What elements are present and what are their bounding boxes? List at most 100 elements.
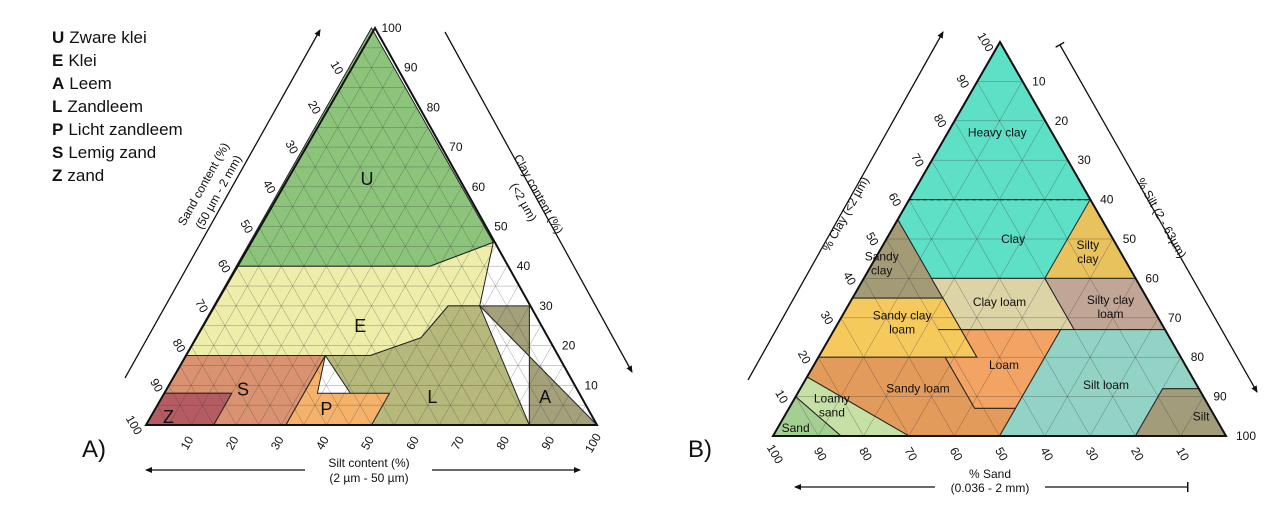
label-silty-clay-loam-line2: loam — [1097, 307, 1123, 321]
silt-tick-label-b: 90 — [1213, 390, 1227, 404]
sand-tick-label-b: 90 — [811, 445, 830, 464]
legend-label: Zandleem — [67, 97, 143, 116]
silt-tick-label: 40 — [313, 433, 332, 452]
label-silt-loam: Silt loam — [1083, 378, 1129, 392]
clay-tick-label-b: 80 — [931, 112, 950, 131]
grid-line — [303, 166, 451, 426]
clay-tick-label: 40 — [517, 259, 531, 273]
legend-item-p: P Licht zandleem — [52, 118, 183, 141]
label-loam: Loam — [989, 358, 1019, 372]
label-silty-clay-loam-line1: Silty clay — [1087, 293, 1134, 307]
outline-a — [144, 25, 599, 426]
grid-line — [551, 385, 575, 426]
sand-tick-label: 90 — [147, 376, 166, 395]
ticks-a: 10 20 30 40 50 60 70 80 90 100 10 20 30 40 50 60 70 80 90 1… — [123, 21, 604, 455]
sand-axis-title-b: % Sand — [969, 467, 1011, 481]
sand-tick-label: 40 — [260, 178, 279, 197]
legend-code: S — [52, 143, 64, 162]
grid-line — [337, 87, 530, 426]
sand-tick-label-b: 70 — [901, 445, 920, 464]
grid-a — [157, 47, 586, 426]
silt-tick-label-b: 70 — [1168, 311, 1182, 325]
legend: U Zware klei E Klei A Leem L Zandleem P Licht… — [52, 26, 183, 187]
sand-tick-label: 70 — [192, 297, 211, 316]
clay-tick-label: 70 — [449, 140, 463, 154]
clay-tick-label-b: 60 — [885, 190, 904, 209]
silt-axis-arrow-b — [1055, 41, 1258, 393]
grid-line — [314, 127, 485, 426]
sand-tick-label: 10 — [328, 58, 347, 77]
grid-line — [247, 246, 350, 426]
grid-line — [529, 365, 564, 426]
grid-line — [190, 345, 237, 426]
grid-line — [863, 278, 955, 437]
silt-tick-label-b: 40 — [1100, 193, 1114, 207]
zone-label-a: A — [539, 387, 551, 407]
grid-line — [840, 317, 910, 437]
silt-tick-label-b: 60 — [1145, 271, 1159, 285]
clay-tick-label-b: 20 — [795, 348, 814, 367]
clay-tick-label-b: 40 — [840, 269, 859, 288]
sand-tick-label-b: 20 — [1128, 445, 1147, 464]
clay-tick-label: 30 — [539, 299, 553, 313]
legend-label: Licht zandleem — [68, 120, 183, 139]
silt-tick-label: 20 — [223, 433, 242, 452]
grid-line — [795, 396, 819, 437]
silt-tick-label-b: 20 — [1055, 114, 1069, 128]
zone-label-p: P — [320, 399, 332, 419]
zone-label-u: U — [360, 169, 373, 189]
grid-line — [213, 87, 406, 426]
silt-axis-title: Silt content (%) — [328, 456, 409, 470]
zone-label-e: E — [354, 316, 366, 336]
legend-item-s: S Lemig zand — [52, 141, 183, 164]
clay-tick-label-b: 100 — [974, 30, 996, 55]
legend-item-l: L Zandleem — [52, 95, 183, 118]
label-silty-clay-line2: clay — [1077, 252, 1098, 266]
label-sandy-clay-loam-line2: loam — [889, 323, 915, 337]
legend-code: Z — [52, 166, 63, 185]
grid-line — [908, 160, 1068, 437]
sand-tick-label: 60 — [215, 257, 234, 276]
label-loamy-sand-line2: sand — [819, 405, 845, 419]
grid-line — [202, 325, 259, 426]
silt-tick-label-b: 10 — [1032, 74, 1046, 88]
silt-tick-label-b: 100 — [1236, 429, 1256, 443]
label-clay: Clay — [1001, 232, 1025, 246]
sand-tick-label-b: 60 — [947, 445, 966, 464]
grid-line — [168, 385, 192, 426]
panel-label-b: B) — [688, 436, 712, 463]
sand-tick-label: 80 — [170, 336, 189, 355]
grid-line — [179, 365, 214, 426]
clay-tick-label: 60 — [472, 180, 486, 194]
sand-axis-arrow — [124, 29, 321, 379]
silt-tick-label: 50 — [358, 433, 377, 452]
clay-tick-label: 80 — [427, 100, 441, 114]
grid-line — [371, 226, 485, 426]
legend-label: Klei — [68, 51, 97, 70]
grid-line — [484, 325, 541, 426]
grid-line — [438, 285, 519, 426]
label-silt: Silt — [1193, 409, 1210, 423]
silt-tick-label-b: 30 — [1077, 153, 1091, 167]
clay-tick-label: 50 — [494, 220, 508, 234]
grid-line — [360, 47, 575, 426]
zone-labels-a: U E A L P S Z — [163, 169, 551, 427]
sand-tick-label-b: 100 — [764, 442, 786, 467]
silt-tick-label-b: 50 — [1123, 232, 1137, 246]
silt-tick-label: 10 — [178, 433, 197, 452]
clay-tick-label: 90 — [404, 61, 418, 75]
clay-tick-label-b: 70 — [908, 151, 927, 170]
label-sandy-clay-loam-line1: Sandy clay — [873, 309, 932, 323]
sand-tick-label-b: 30 — [1083, 445, 1102, 464]
silt-axis-subtitle: (2 µm - 50 µm) — [329, 471, 408, 485]
grid-line — [393, 246, 496, 426]
legend-code: P — [52, 120, 64, 139]
label-clay-loam: Clay loam — [973, 295, 1026, 309]
label-sandy-clay-line1: Sandy — [865, 250, 899, 264]
grid-line — [1180, 396, 1204, 437]
silt-axis-title-b: % Silt (2 - 63µm) — [1134, 175, 1190, 260]
clay-axis-arrow-b — [747, 31, 944, 381]
zone-label-s: S — [237, 379, 249, 399]
